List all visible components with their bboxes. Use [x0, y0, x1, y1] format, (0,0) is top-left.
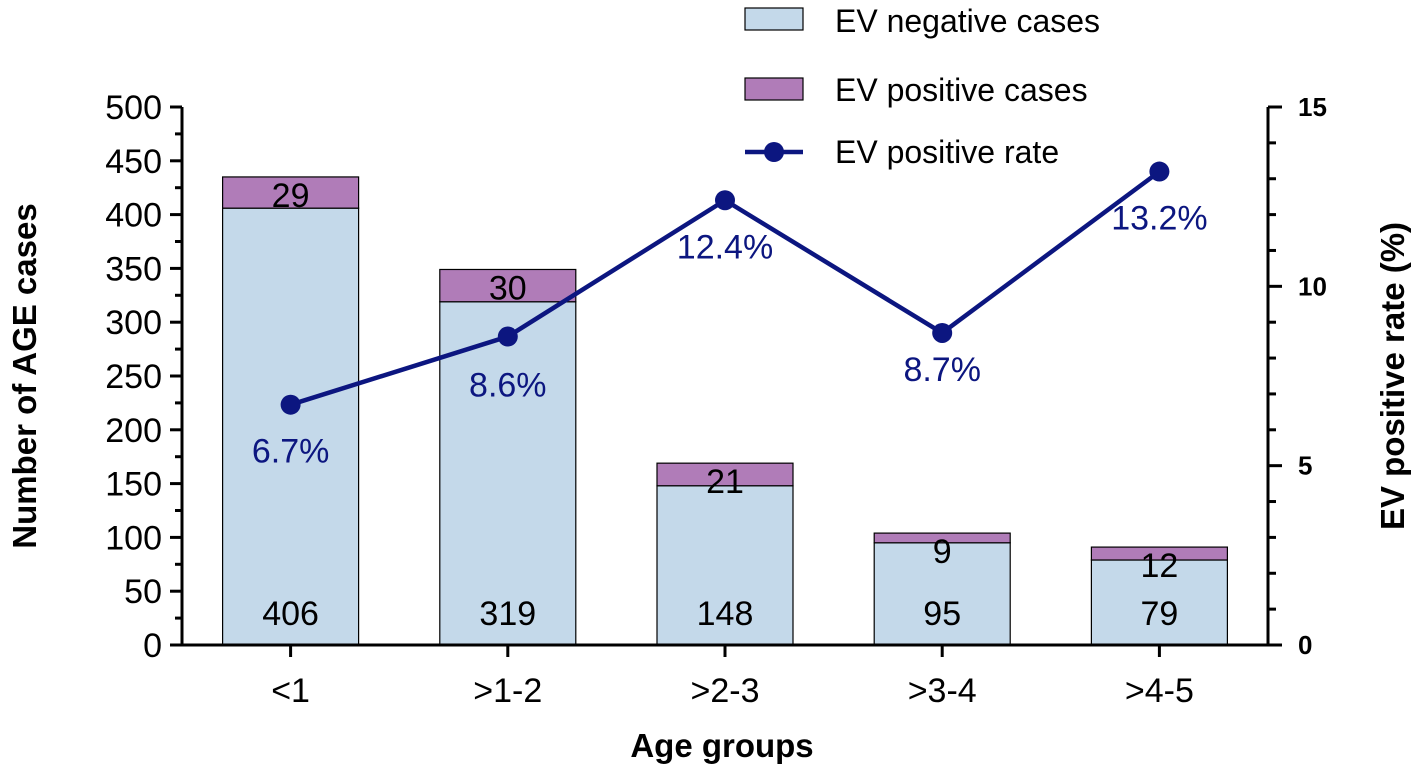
- bar-positive-1: [439, 268, 577, 303]
- plot-layer: 4062931930148219597912050100150200250300…: [6, 3, 1411, 764]
- rate-label-2: 12.4%: [677, 228, 773, 266]
- x-tick-label-3: >3-4: [908, 672, 977, 710]
- y-tick-label-left-8: 400: [105, 197, 162, 235]
- y-axis-title-right: EV positive rate (%): [1374, 222, 1411, 530]
- legend-marker-rate: [764, 142, 784, 162]
- bar-negative-label-1: 319: [479, 595, 536, 633]
- bar-positive-label-1: 30: [489, 269, 527, 307]
- legend-swatch-negative: [744, 7, 804, 31]
- rate-point-2: [715, 190, 735, 211]
- y-tick-label-right-2: 10: [1298, 271, 1327, 301]
- y-tick-label-left-3: 150: [105, 466, 162, 504]
- bar-positive-label-4: 12: [1140, 547, 1178, 585]
- bar-positive-4: [1090, 546, 1229, 561]
- bar-negative-0: [222, 207, 360, 646]
- bar-negative-label-0: 406: [262, 595, 319, 633]
- y-tick-label-left-6: 300: [105, 304, 162, 342]
- y-tick-label-left-9: 450: [105, 143, 162, 181]
- rate-point-3: [932, 322, 953, 343]
- bar-positive-2: [656, 462, 794, 487]
- y-tick-label-left-5: 250: [105, 358, 162, 396]
- y-axis-title-left: Number of AGE cases: [6, 203, 43, 548]
- rate-label-3: 8.7%: [903, 351, 981, 389]
- y-tick-label-left-7: 350: [105, 250, 162, 288]
- bar-positive-label-3: 9: [933, 533, 952, 571]
- y-tick-label-right-1: 5: [1298, 451, 1312, 481]
- bar-positive-0: [222, 176, 360, 209]
- x-tick-label-1: >1-2: [473, 672, 542, 710]
- rate-label-4: 13.2%: [1111, 200, 1207, 238]
- legend-swatch-positive: [744, 77, 804, 101]
- legend-label-negative: EV negative cases: [835, 3, 1100, 39]
- x-tick-label-4: >4-5: [1125, 672, 1194, 710]
- y-tick-label-left-4: 200: [105, 412, 162, 450]
- bar-negative-label-3: 95: [923, 595, 961, 633]
- rate-point-1: [497, 326, 518, 347]
- y-tick-label-left-10: 500: [105, 89, 162, 127]
- y-tick-label-right-3: 15: [1298, 92, 1327, 122]
- bar-positive-label-0: 29: [272, 177, 310, 215]
- bar-negative-1: [439, 301, 577, 646]
- legend-label-positive: EV positive cases: [835, 72, 1088, 108]
- y-tick-label-left-1: 50: [124, 573, 162, 611]
- bar-positive-3: [873, 532, 1011, 544]
- bar-positive-label-2: 21: [706, 463, 744, 501]
- legend-label-rate: EV positive rate: [835, 134, 1059, 170]
- y-tick-label-left-0: 0: [143, 627, 162, 665]
- rate-point-0: [280, 394, 301, 415]
- y-tick-label-left-2: 100: [105, 519, 162, 557]
- rate-label-1: 8.6%: [469, 367, 547, 405]
- rate-label-0: 6.7%: [252, 433, 330, 471]
- x-axis-title: Age groups: [630, 727, 813, 764]
- y-tick-label-right-0: 0: [1298, 630, 1312, 660]
- bar-negative-label-4: 79: [1140, 595, 1178, 633]
- x-tick-label-2: >2-3: [691, 672, 760, 710]
- x-tick-label-0: <1: [271, 672, 310, 710]
- rate-point-4: [1149, 161, 1170, 182]
- bar-negative-label-2: 148: [697, 595, 754, 633]
- bar-negative-2: [656, 485, 794, 646]
